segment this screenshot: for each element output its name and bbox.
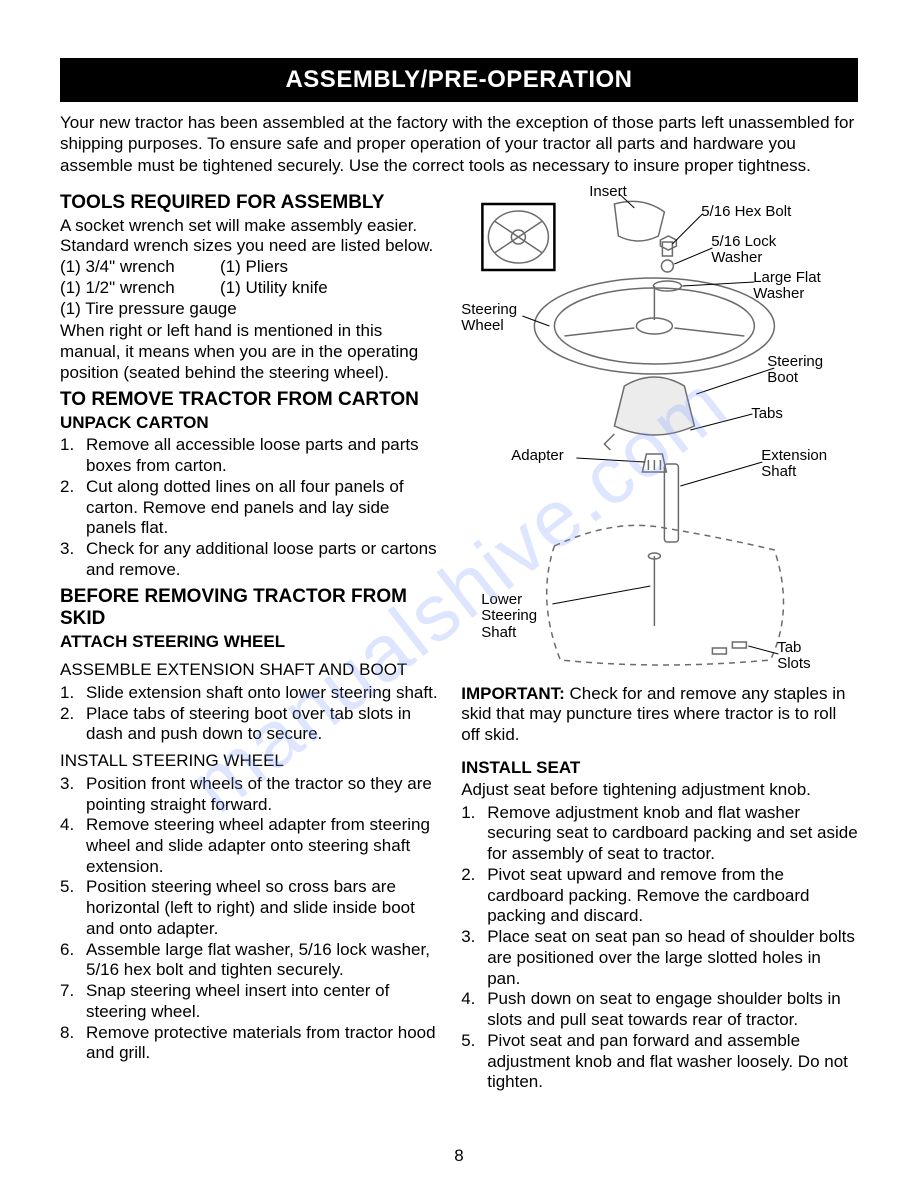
list-text: Remove all accessible loose parts and pa… bbox=[86, 435, 441, 476]
list-num: 2. bbox=[461, 865, 487, 927]
list-item: 3.Check for any additional loose parts o… bbox=[60, 539, 441, 580]
list-num: 3. bbox=[60, 539, 86, 580]
list-item: 6.Assemble large flat washer, 5/16 lock … bbox=[60, 940, 441, 981]
tools-heading: TOOLS REQUIRED FOR ASSEMBLY bbox=[60, 192, 441, 214]
list-num: 2. bbox=[60, 477, 86, 539]
tool-cell: (1) Tire pressure gauge bbox=[60, 299, 237, 320]
list-text: Check for any additional loose parts or … bbox=[86, 539, 441, 580]
list-num: 2. bbox=[60, 704, 86, 745]
list-num: 5. bbox=[461, 1031, 487, 1093]
list-item: 2.Pivot seat upward and remove from the … bbox=[461, 865, 858, 927]
list-text: Pivot seat upward and remove from the ca… bbox=[487, 865, 858, 927]
label-hexbolt: 5/16 Hex Bolt bbox=[701, 204, 791, 221]
important-label: IMPORTANT: bbox=[461, 684, 565, 703]
list-text: Position front wheels of the tractor so … bbox=[86, 774, 441, 815]
list-text: Cut along dotted lines on all four panel… bbox=[86, 477, 441, 539]
list-num: 1. bbox=[461, 803, 487, 865]
before-heading: BEFORE REMOVING TRACTOR FROM SKID bbox=[60, 586, 441, 630]
label-insert: Insert bbox=[589, 184, 627, 201]
label-extshaft: Extension Shaft bbox=[761, 448, 841, 481]
install-wheel-list: 3.Position front wheels of the tractor s… bbox=[60, 774, 441, 1064]
seat-list: 1.Remove adjustment knob and flat washer… bbox=[461, 803, 858, 1093]
list-num: 4. bbox=[60, 815, 86, 877]
label-steerwheel: Steering Wheel bbox=[461, 302, 531, 335]
unpack-list: 1.Remove all accessible loose parts and … bbox=[60, 435, 441, 580]
install-seat-heading: INSTALL SEAT bbox=[461, 758, 858, 778]
list-num: 3. bbox=[60, 774, 86, 815]
steering-diagram: Insert 5/16 Hex Bolt 5/16 Lock Washer La… bbox=[461, 186, 858, 676]
tool-row: (1) 1/2" wrench (1) Utility knife bbox=[60, 278, 441, 299]
list-num: 7. bbox=[60, 981, 86, 1022]
list-item: 7.Snap steering wheel insert into center… bbox=[60, 981, 441, 1022]
list-text: Position steering wheel so cross bars ar… bbox=[86, 877, 441, 939]
tool-cell: (1) 3/4" wrench bbox=[60, 257, 220, 278]
list-num: 1. bbox=[60, 683, 86, 704]
list-num: 5. bbox=[60, 877, 86, 939]
tool-cell: (1) Utility knife bbox=[220, 278, 328, 299]
section-banner: ASSEMBLY/PRE-OPERATION bbox=[60, 58, 858, 102]
list-text: Place seat on seat pan so head of should… bbox=[487, 927, 858, 989]
attach-subheading: ATTACH STEERING WHEEL bbox=[60, 632, 441, 652]
page-number: 8 bbox=[0, 1146, 918, 1166]
list-item: 2.Place tabs of steering boot over tab s… bbox=[60, 704, 441, 745]
tools-p2: When right or left hand is mentioned in … bbox=[60, 321, 441, 383]
list-text: Remove steering wheel adapter from steer… bbox=[86, 815, 441, 877]
remove-heading: TO REMOVE TRACTOR FROM CARTON bbox=[60, 389, 441, 411]
list-num: 3. bbox=[461, 927, 487, 989]
tool-row: (1) 3/4" wrench (1) Pliers bbox=[60, 257, 441, 278]
tool-cell: (1) 1/2" wrench bbox=[60, 278, 220, 299]
assemble-ext-heading: ASSEMBLE EXTENSION SHAFT AND BOOT bbox=[60, 660, 441, 681]
list-item: 3.Place seat on seat pan so head of shou… bbox=[461, 927, 858, 989]
list-text: Remove adjustment knob and flat washer s… bbox=[487, 803, 858, 865]
install-wheel-heading: INSTALL STEERING WHEEL bbox=[60, 751, 441, 772]
label-lockwasher: 5/16 Lock Washer bbox=[711, 234, 791, 267]
list-item: 3.Position front wheels of the tractor s… bbox=[60, 774, 441, 815]
important-note: IMPORTANT: Check for and remove any stap… bbox=[461, 684, 858, 746]
label-tabs: Tabs bbox=[751, 406, 783, 423]
list-item: 1.Remove adjustment knob and flat washer… bbox=[461, 803, 858, 865]
list-item: 8.Remove protective materials from tract… bbox=[60, 1023, 441, 1064]
list-item: 4.Push down on seat to engage shoulder b… bbox=[461, 989, 858, 1030]
tool-row: (1) Tire pressure gauge bbox=[60, 299, 441, 320]
list-item: 4.Remove steering wheel adapter from ste… bbox=[60, 815, 441, 877]
list-text: Place tabs of steering boot over tab slo… bbox=[86, 704, 441, 745]
seat-p1: Adjust seat before tightening adjustment… bbox=[461, 780, 858, 801]
right-column: Insert 5/16 Hex Bolt 5/16 Lock Washer La… bbox=[461, 186, 858, 1093]
label-flatwasher: Large Flat Washer bbox=[753, 270, 843, 303]
tool-cell: (1) Pliers bbox=[220, 257, 288, 278]
list-item: 1.Remove all accessible loose parts and … bbox=[60, 435, 441, 476]
list-text: Push down on seat to engage shoulder bol… bbox=[487, 989, 858, 1030]
list-item: 5.Position steering wheel so cross bars … bbox=[60, 877, 441, 939]
list-text: Remove protective materials from tractor… bbox=[86, 1023, 441, 1064]
list-text: Pivot seat and pan forward and assemble … bbox=[487, 1031, 858, 1093]
tools-p1: A socket wrench set will make assembly e… bbox=[60, 216, 441, 257]
two-column-layout: TOOLS REQUIRED FOR ASSEMBLY A socket wre… bbox=[60, 186, 858, 1093]
intro-paragraph: Your new tractor has been assembled at t… bbox=[60, 112, 858, 176]
list-num: 6. bbox=[60, 940, 86, 981]
list-text: Snap steering wheel insert into center o… bbox=[86, 981, 441, 1022]
list-num: 8. bbox=[60, 1023, 86, 1064]
label-tabslots: Tab Slots bbox=[777, 640, 827, 673]
assemble-list: 1.Slide extension shaft onto lower steer… bbox=[60, 683, 441, 745]
list-num: 4. bbox=[461, 989, 487, 1030]
list-text: Slide extension shaft onto lower steerin… bbox=[86, 683, 441, 704]
list-item: 2.Cut along dotted lines on all four pan… bbox=[60, 477, 441, 539]
label-lowershaft: Lower Steering Shaft bbox=[481, 592, 551, 642]
list-text: Assemble large flat washer, 5/16 lock wa… bbox=[86, 940, 441, 981]
list-item: 1.Slide extension shaft onto lower steer… bbox=[60, 683, 441, 704]
left-column: TOOLS REQUIRED FOR ASSEMBLY A socket wre… bbox=[60, 186, 441, 1093]
list-num: 1. bbox=[60, 435, 86, 476]
label-adapter: Adapter bbox=[511, 448, 564, 465]
label-boot: Steering Boot bbox=[767, 354, 837, 387]
unpack-subheading: UNPACK CARTON bbox=[60, 413, 441, 433]
list-item: 5.Pivot seat and pan forward and assembl… bbox=[461, 1031, 858, 1093]
